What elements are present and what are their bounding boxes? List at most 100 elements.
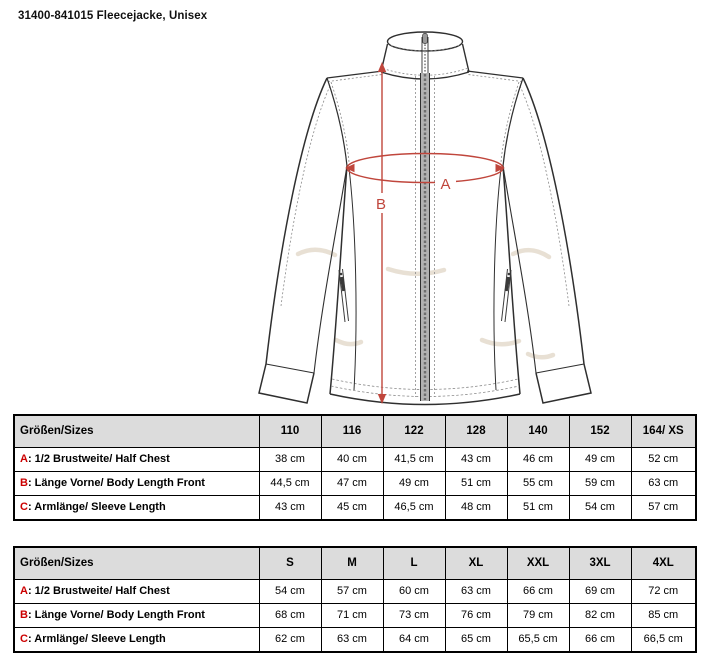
right-pocket-zipper [501, 268, 512, 323]
measure-value: 65 cm [444, 627, 508, 653]
size-column-header: XL [444, 546, 508, 580]
table-header-row: Größen/Sizes S M L XL XXL 3XL 4XL [13, 546, 697, 580]
size-column-header: 116 [320, 414, 384, 448]
size-column-header: 4XL [630, 546, 697, 580]
measure-value: 79 cm [506, 603, 570, 628]
page-title: 31400-841015 Fleecejacke, Unisex [18, 10, 208, 22]
left-sleeve [258, 77, 348, 404]
size-column-header: 140 [506, 414, 570, 448]
measure-value: 47 cm [320, 471, 384, 496]
measure-label: : Armlänge/ Sleeve Length [27, 501, 166, 513]
measure-letter: A [20, 453, 28, 465]
measurement-a-ellipse: A [345, 152, 505, 193]
measure-value: 59 cm [568, 471, 632, 496]
measure-value: 60 cm [382, 579, 446, 604]
measure-value: 49 cm [568, 447, 632, 472]
size-column-header: 128 [444, 414, 508, 448]
table-row-body-length: B: Länge Vorne/ Body Length Front 44,5 c… [13, 471, 697, 496]
measure-value: 46 cm [506, 447, 570, 472]
size-table-adults: Größen/Sizes S M L XL XXL 3XL 4XL A: 1/2… [13, 546, 697, 653]
measure-value: 71 cm [320, 603, 384, 628]
measure-value: 51 cm [444, 471, 508, 496]
measure-value: 41,5 cm [382, 447, 446, 472]
row-label-cell: A: 1/2 Brustweite/ Half Chest [13, 447, 260, 472]
jacket-diagram: B A [258, 31, 592, 406]
measure-label: : Armlänge/ Sleeve Length [27, 633, 166, 645]
front-zipper [415, 73, 435, 401]
measure-label: : 1/2 Brustweite/ Half Chest [27, 453, 170, 465]
row-label-cell: C: Armlänge/ Sleeve Length [13, 495, 260, 521]
measure-value: 54 cm [258, 579, 322, 604]
measure-letter: A [20, 585, 28, 597]
zipper-pull [422, 33, 428, 44]
measure-letter: C [20, 501, 28, 513]
size-column-header: 152 [568, 414, 632, 448]
measure-value: 66 cm [568, 627, 632, 653]
measure-value: 63 cm [630, 471, 697, 496]
measure-value: 85 cm [630, 603, 697, 628]
measure-value: 73 cm [382, 603, 446, 628]
measure-value: 55 cm [506, 471, 570, 496]
measure-value: 82 cm [568, 603, 632, 628]
measure-value: 66 cm [506, 579, 570, 604]
row-label-cell: B: Länge Vorne/ Body Length Front [13, 603, 260, 628]
table-row-sleeve-length: C: Armlänge/ Sleeve Length 62 cm 63 cm 6… [13, 627, 697, 653]
table-corner-header: Größen/Sizes [13, 546, 260, 580]
measure-value: 63 cm [320, 627, 384, 653]
left-pocket-zipper [338, 268, 349, 323]
row-label-cell: B: Länge Vorne/ Body Length Front [13, 471, 260, 496]
size-column-header: XXL [506, 546, 570, 580]
measure-value: 66,5 cm [630, 627, 697, 653]
measure-value: 57 cm [630, 495, 697, 521]
measure-label: : Länge Vorne/ Body Length Front [27, 609, 205, 621]
measure-value: 45 cm [320, 495, 384, 521]
measure-value: 44,5 cm [258, 471, 322, 496]
measure-value: 65,5 cm [506, 627, 570, 653]
measure-value: 72 cm [630, 579, 697, 604]
measure-value: 51 cm [506, 495, 570, 521]
measure-value: 46,5 cm [382, 495, 446, 521]
measure-value: 54 cm [568, 495, 632, 521]
measure-value: 62 cm [258, 627, 322, 653]
right-sleeve [502, 77, 592, 404]
measure-label: : 1/2 Brustweite/ Half Chest [27, 585, 170, 597]
size-column-header: 3XL [568, 546, 632, 580]
measure-value: 68 cm [258, 603, 322, 628]
measure-value: 64 cm [382, 627, 446, 653]
measure-value: 69 cm [568, 579, 632, 604]
size-table-children: Größen/Sizes 110 116 122 128 140 152 164… [13, 414, 697, 521]
size-column-header: S [258, 546, 322, 580]
table-row-half-chest: A: 1/2 Brustweite/ Half Chest 54 cm 57 c… [13, 579, 697, 604]
measurement-b-line: B [372, 62, 390, 404]
label-a: A [440, 176, 450, 193]
table-row-sleeve-length: C: Armlänge/ Sleeve Length 43 cm 45 cm 4… [13, 495, 697, 521]
measure-value: 52 cm [630, 447, 697, 472]
collar [380, 31, 470, 80]
measure-value: 43 cm [444, 447, 508, 472]
row-label-cell: A: 1/2 Brustweite/ Half Chest [13, 579, 260, 604]
size-column-header: 110 [258, 414, 322, 448]
measure-value: 48 cm [444, 495, 508, 521]
row-label-cell: C: Armlänge/ Sleeve Length [13, 627, 260, 653]
measure-value: 49 cm [382, 471, 446, 496]
measure-value: 43 cm [258, 495, 322, 521]
table-header-row: Größen/Sizes 110 116 122 128 140 152 164… [13, 414, 697, 448]
size-column-header: M [320, 546, 384, 580]
table-row-body-length: B: Länge Vorne/ Body Length Front 68 cm … [13, 603, 697, 628]
table-row-half-chest: A: 1/2 Brustweite/ Half Chest 38 cm 40 c… [13, 447, 697, 472]
size-column-header: 164/ XS [630, 414, 697, 448]
label-b: B [376, 196, 386, 213]
measure-value: 57 cm [320, 579, 384, 604]
measure-letter: B [20, 477, 28, 489]
measure-label: : Länge Vorne/ Body Length Front [27, 477, 205, 489]
size-column-header: L [382, 546, 446, 580]
measure-letter: C [20, 633, 28, 645]
measure-value: 38 cm [258, 447, 322, 472]
measure-value: 76 cm [444, 603, 508, 628]
measure-letter: B [20, 609, 28, 621]
measure-value: 63 cm [444, 579, 508, 604]
measure-value: 40 cm [320, 447, 384, 472]
table-corner-header: Größen/Sizes [13, 414, 260, 448]
size-column-header: 122 [382, 414, 446, 448]
